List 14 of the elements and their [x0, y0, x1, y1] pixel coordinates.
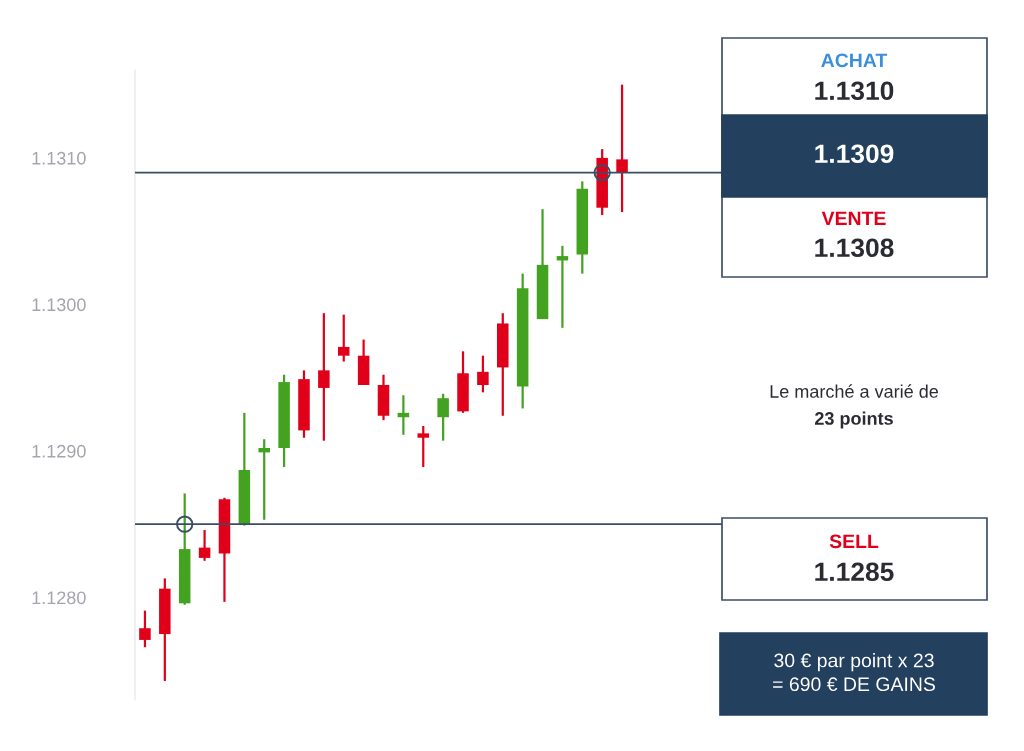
text: SELL	[829, 534, 879, 549]
y-tick-label: 1.1280	[32, 591, 86, 605]
y-tick-label: 1.1310	[32, 151, 86, 165]
text: VENTE	[821, 211, 886, 226]
y-tick-label: 1.1290	[32, 444, 86, 458]
text: 23 points	[815, 411, 893, 429]
text: 1.1308	[815, 238, 894, 258]
y-tick-label: 1.1300	[32, 298, 86, 312]
text: 30 € par point x 23 = 690 € DE GAINS	[773, 653, 935, 692]
text: Le marché a varié de	[770, 384, 939, 398]
text: 1.1309	[815, 144, 894, 164]
text: 1.1310	[815, 81, 894, 101]
text: ACHAT	[821, 53, 888, 68]
text: 1.1285	[815, 562, 894, 582]
